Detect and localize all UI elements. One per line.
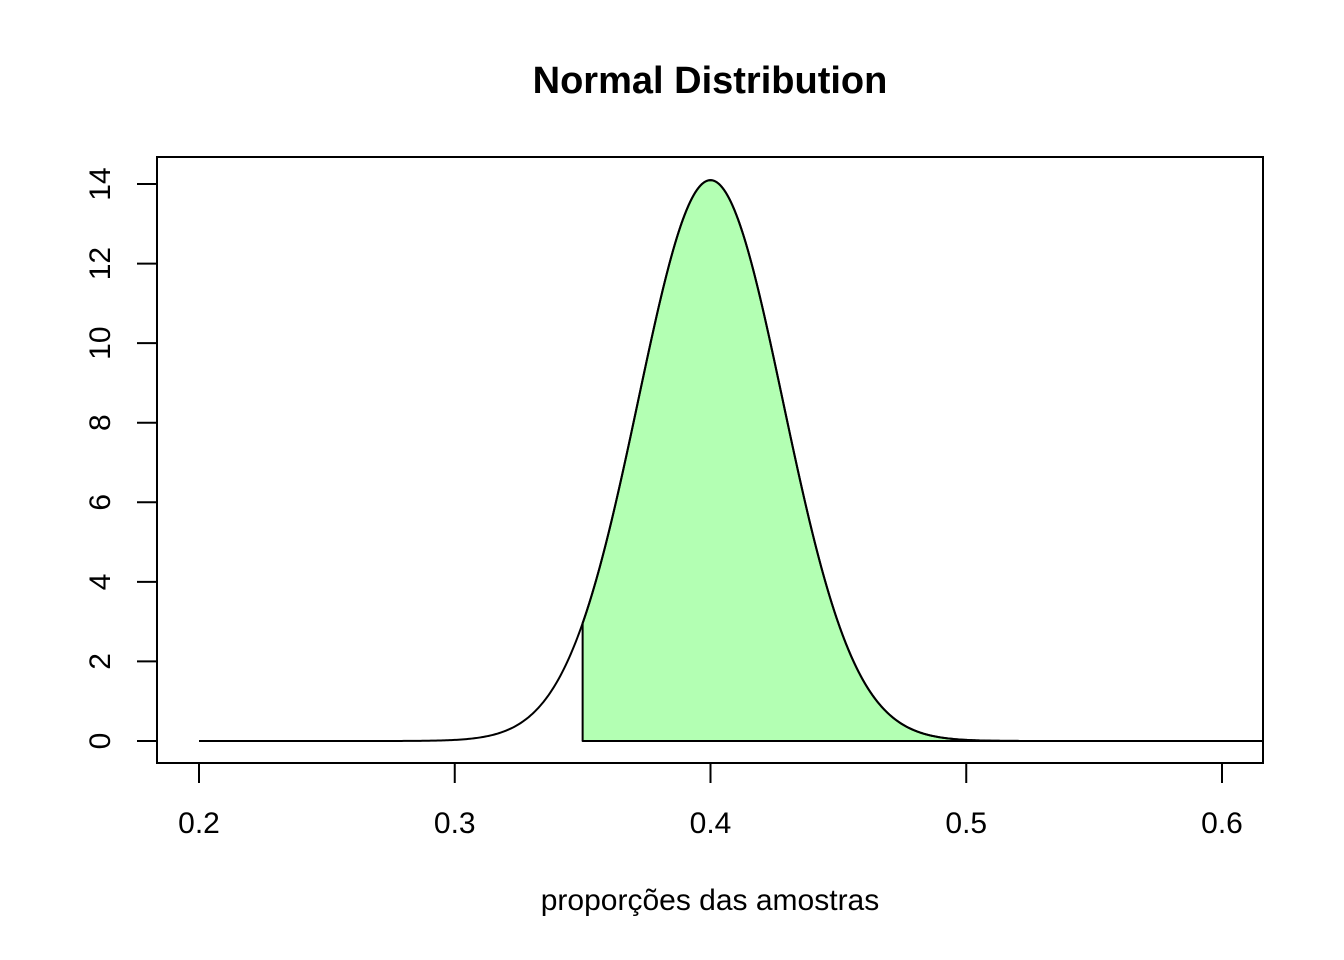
x-tick-label: 0.5 (945, 807, 987, 840)
x-tick-label: 0.3 (434, 807, 476, 840)
x-tick-label: 0.4 (690, 807, 732, 840)
y-tick-label: 14 (84, 167, 117, 200)
chart-title: Normal Distribution (533, 60, 888, 102)
plot-area (199, 179, 1263, 742)
y-tick-label: 6 (84, 494, 117, 511)
density-curve (199, 179, 1222, 742)
x-axis-label: proporções das amostras (541, 884, 880, 917)
x-axis: 0.2 0.3 0.4 0.5 0.6 (178, 762, 1243, 840)
y-tick-label: 4 (84, 574, 117, 591)
x-tick-label: 0.6 (1201, 807, 1243, 840)
y-tick-label: 2 (84, 653, 117, 670)
y-tick-label: 12 (84, 247, 117, 280)
y-tick-label: 8 (84, 414, 117, 431)
shaded-area (581, 179, 1223, 742)
y-tick-label: 0 (84, 733, 117, 750)
y-axis: 0 2 4 6 8 10 12 14 (84, 167, 158, 750)
y-tick-label: 10 (84, 326, 117, 359)
x-tick-label: 0.2 (178, 807, 220, 840)
